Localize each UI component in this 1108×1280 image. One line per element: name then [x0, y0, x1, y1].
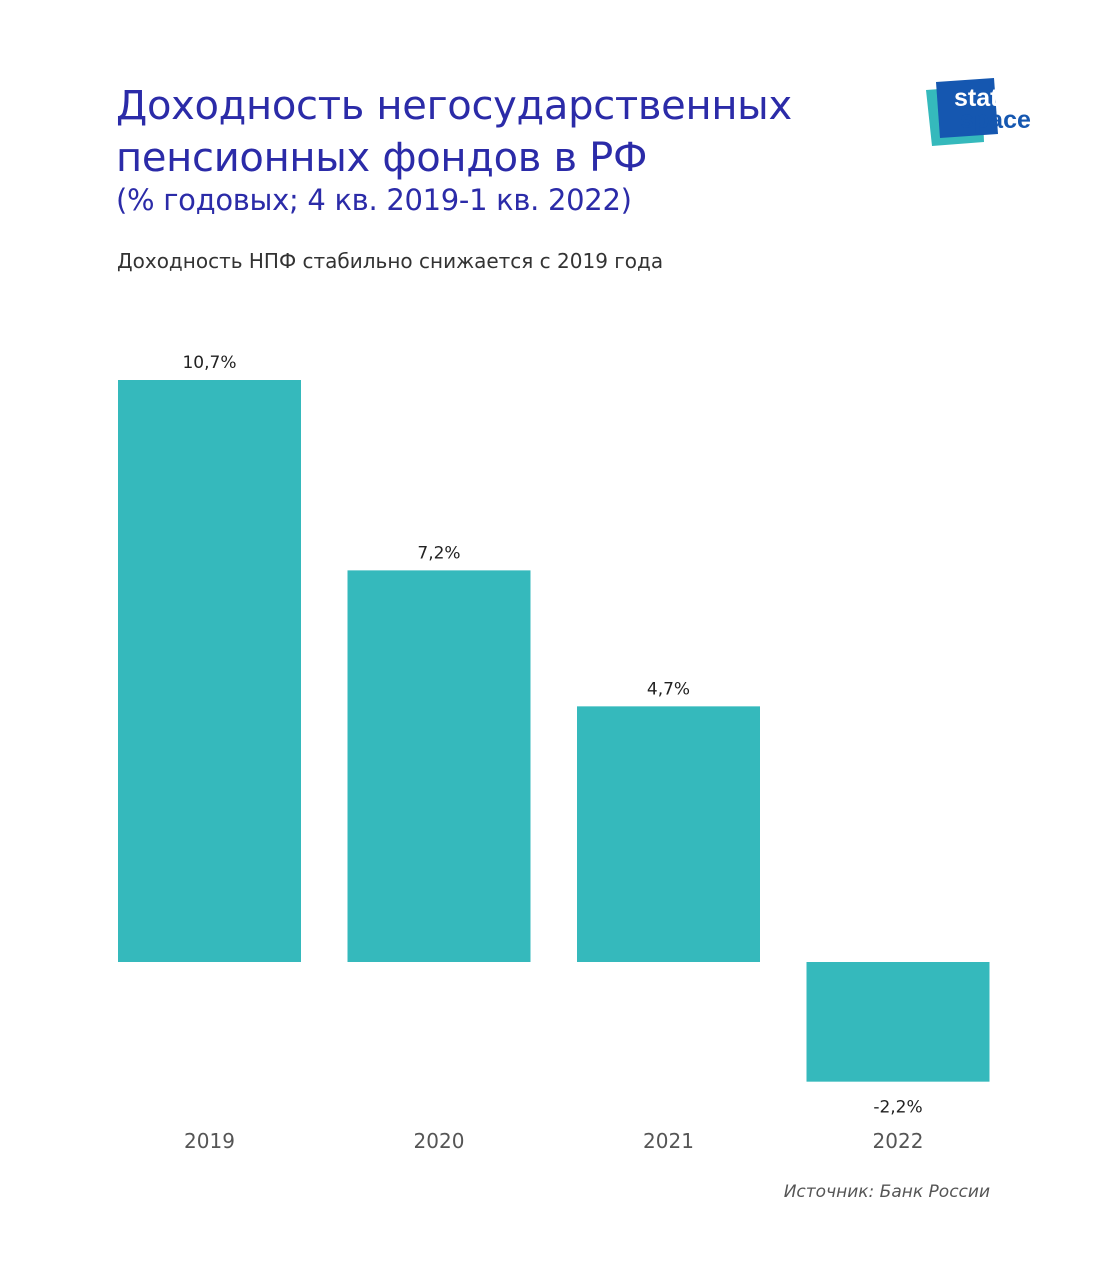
- chart-title-line-1: Доходность негосударственных: [116, 83, 792, 129]
- x-tick-label-2021: 2021: [643, 1129, 694, 1153]
- data-label-2020: 7,2%: [417, 543, 460, 563]
- statspace-logo-icon: stat space: [926, 78, 1031, 146]
- logo-text-stat: stat: [954, 84, 999, 112]
- bar-2022: [806, 962, 990, 1082]
- x-tick-label-2020: 2020: [414, 1129, 465, 1153]
- bar-2020: [347, 570, 531, 962]
- source-note: Источник: Банк России: [783, 1182, 990, 1202]
- bar-2021: [577, 706, 760, 962]
- chart-title-line-2: пенсионных фондов в РФ: [116, 135, 648, 181]
- chart-lead-text: Доходность НПФ стабильно снижается с 201…: [117, 249, 664, 273]
- data-label-2021: 4,7%: [647, 679, 690, 699]
- logo-blue-shape: [936, 78, 998, 138]
- bar-2019: [118, 380, 301, 962]
- data-label-2019: 10,7%: [182, 353, 236, 373]
- chart-title: Доходность негосударственных пенсионных …: [116, 80, 896, 184]
- logo-text-space: space: [960, 106, 1031, 134]
- x-tick-label-2022: 2022: [873, 1129, 924, 1153]
- chart-subtitle: (% годовых; 4 кв. 2019-1 кв. 2022): [116, 183, 632, 217]
- x-tick-label-2019: 2019: [184, 1129, 235, 1153]
- data-label-2022: -2,2%: [873, 1098, 922, 1118]
